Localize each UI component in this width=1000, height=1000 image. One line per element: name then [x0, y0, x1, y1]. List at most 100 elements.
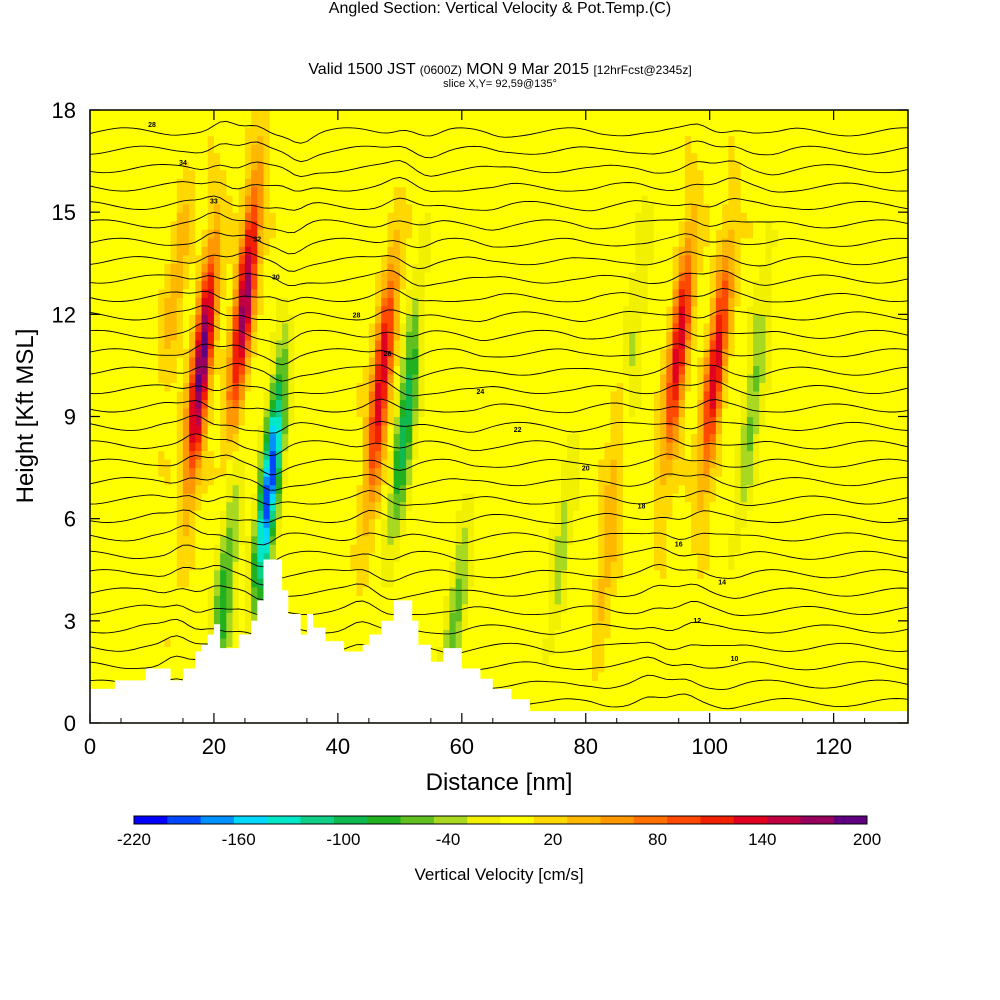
velocity-cell: [232, 450, 240, 460]
velocity-cell: [362, 407, 370, 418]
velocity-cell: [257, 263, 265, 273]
velocity-cell: [90, 654, 97, 664]
velocity-cell: [244, 246, 252, 256]
velocity-cell: [375, 527, 382, 537]
velocity-cell: [238, 220, 246, 230]
velocity-cell: [158, 518, 165, 528]
velocity-cell: [511, 288, 519, 298]
velocity-cell: [176, 365, 184, 375]
velocity-cell: [375, 288, 382, 298]
velocity-cell: [127, 425, 134, 435]
velocity-cell: [387, 229, 395, 239]
velocity-cell: [443, 561, 451, 571]
velocity-cell: [319, 416, 327, 426]
velocity-cell: [468, 518, 475, 528]
velocity-cell: [368, 314, 376, 324]
velocity-cell: [350, 263, 358, 273]
velocity-cell: [226, 203, 234, 213]
velocity-cell: [313, 535, 320, 545]
velocity-cell: [90, 569, 97, 579]
velocity-cell: [492, 476, 500, 486]
velocity-cell: [151, 263, 159, 273]
velocity-cell: [381, 390, 389, 401]
velocity-cell: [96, 620, 103, 630]
velocity-cell: [393, 459, 401, 469]
velocity-cell: [393, 442, 401, 452]
velocity-cell: [449, 135, 457, 145]
velocity-cell: [381, 433, 389, 443]
velocity-cell: [300, 578, 308, 588]
velocity-cell: [176, 646, 184, 656]
velocity-cell: [399, 416, 407, 426]
velocity-cell: [337, 450, 345, 460]
velocity-cell: [145, 654, 153, 664]
velocity-cell: [368, 348, 376, 358]
velocity-cell: [306, 322, 314, 332]
velocity-cell: [145, 220, 153, 230]
velocity-cell: [412, 612, 420, 622]
velocity-cell: [393, 416, 401, 426]
velocity-cell: [251, 254, 258, 264]
velocity-cell: [201, 425, 209, 435]
velocity-cell: [133, 135, 141, 145]
velocity-cell: [207, 459, 215, 469]
velocity-cell: [127, 271, 134, 281]
velocity-cell: [399, 467, 407, 477]
velocity-cell: [275, 305, 283, 315]
velocity-cell: [350, 646, 358, 656]
velocity-cell: [251, 493, 258, 503]
velocity-cell: [387, 407, 395, 418]
velocity-cell: [362, 552, 370, 562]
velocity-cell: [393, 246, 401, 256]
velocity-cell: [294, 586, 302, 596]
velocity-cell: [331, 586, 339, 596]
velocity-cell: [251, 118, 258, 128]
velocity-cell: [517, 595, 525, 605]
velocity-cell: [164, 510, 172, 520]
velocity-cell: [220, 442, 227, 452]
velocity-cell: [325, 169, 333, 179]
velocity-cell: [337, 527, 345, 537]
velocity-cell: [170, 161, 178, 171]
velocity-cell: [232, 237, 240, 247]
velocity-cell: [492, 407, 500, 418]
velocity-cell: [189, 110, 196, 120]
velocity-cell: [195, 561, 203, 571]
velocity-cell: [412, 195, 420, 205]
velocity-cell: [418, 501, 426, 511]
velocity-cell: [430, 527, 438, 537]
velocity-cell: [437, 578, 444, 588]
velocity-cell: [170, 127, 178, 137]
velocity-cell: [114, 356, 122, 367]
velocity-cell: [300, 144, 308, 154]
velocity-cell: [182, 535, 190, 545]
velocity-cell: [406, 237, 413, 247]
velocity-cell: [455, 314, 463, 324]
velocity-cell: [201, 135, 209, 145]
velocity-cell: [275, 407, 283, 418]
velocity-cell: [412, 382, 420, 392]
velocity-cell: [251, 416, 258, 426]
velocity-cell: [108, 110, 116, 120]
velocity-cell: [170, 186, 178, 196]
velocity-cell: [499, 425, 506, 435]
velocity-cell: [96, 297, 103, 307]
velocity-cell: [158, 535, 165, 545]
velocity-cell: [356, 501, 364, 511]
velocity-cell: [257, 595, 265, 605]
velocity-cell: [189, 169, 196, 179]
velocity-cell: [232, 212, 240, 222]
velocity-cell: [90, 195, 97, 205]
velocity-cell: [424, 442, 432, 452]
velocity-cell: [207, 365, 215, 375]
velocity-cell: [399, 535, 407, 545]
velocity-cell: [350, 612, 358, 622]
velocity-cell: [145, 459, 153, 469]
velocity-cell: [151, 493, 159, 503]
velocity-cell: [102, 484, 110, 494]
velocity-cell: [238, 331, 246, 341]
velocity-cell: [468, 135, 475, 145]
velocity-cell: [505, 382, 512, 392]
velocity-cell: [492, 229, 500, 239]
velocity-cell: [145, 382, 153, 392]
